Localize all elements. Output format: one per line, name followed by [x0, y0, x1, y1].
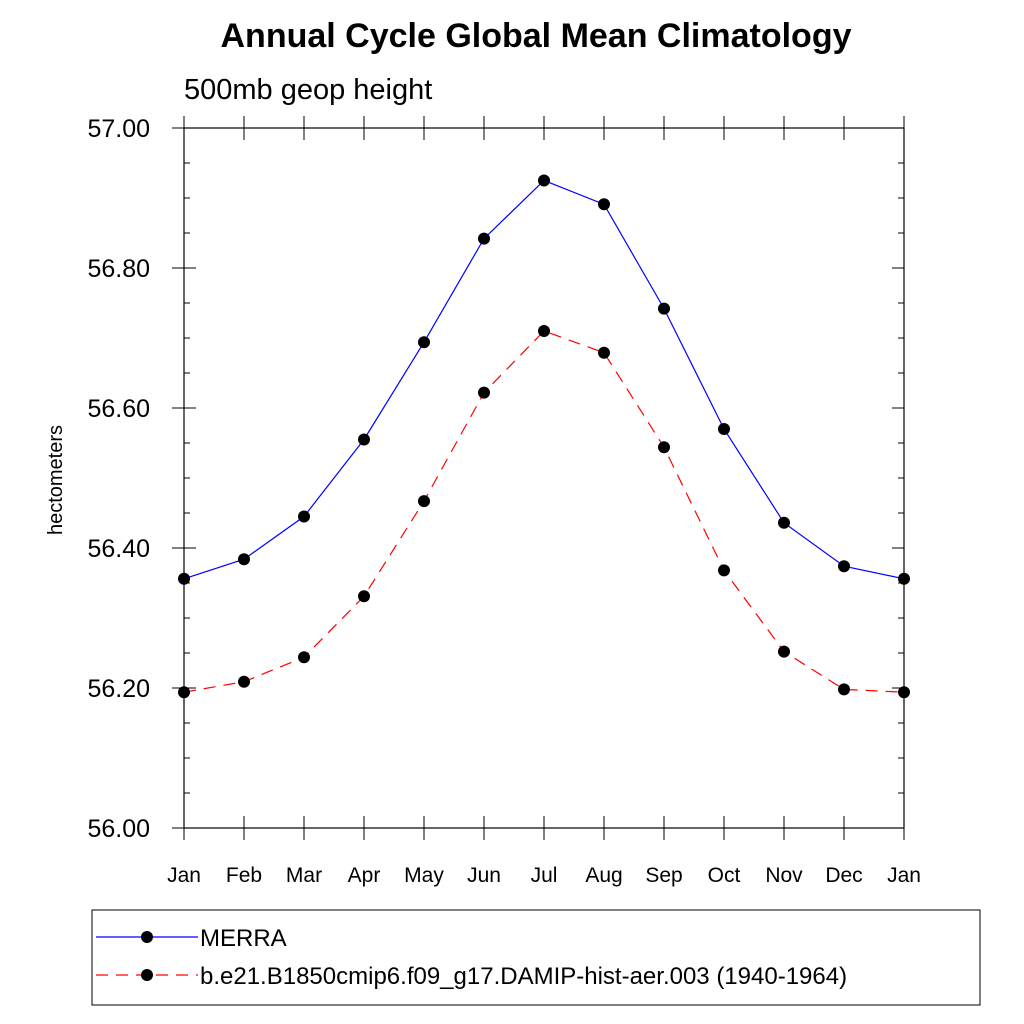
y-tick-labels: 56.00 56.20 56.40 56.60 56.80 57.00	[87, 115, 150, 843]
data-point-series-0	[178, 572, 190, 585]
data-point-series-1	[598, 346, 610, 359]
x-tick-label: Jan	[887, 864, 921, 887]
chart-subtitle: 500mb geop height	[184, 74, 432, 106]
data-point-series-1	[358, 590, 370, 603]
legend-item-merra: MERRA	[96, 925, 287, 952]
plot-frame	[183, 127, 905, 829]
y-tick-label: 57.00	[87, 115, 150, 143]
chart-title: Annual Cycle Global Mean Climatology	[221, 17, 852, 55]
y-tick-label: 56.80	[87, 255, 150, 283]
x-tick-label: Mar	[286, 864, 322, 887]
data-point-series-0	[478, 232, 490, 245]
x-tick-label: May	[404, 864, 444, 887]
data-point-series-0	[238, 553, 250, 566]
data-point-series-0	[898, 572, 910, 585]
series-line-1	[183, 330, 905, 693]
x-tick-label: Jul	[531, 864, 558, 887]
series-group	[178, 174, 910, 699]
x-tick-label: Apr	[348, 864, 381, 887]
y-tick-label: 56.20	[87, 675, 150, 703]
x-tick-label: Aug	[585, 864, 622, 887]
data-point-series-0	[838, 560, 850, 573]
data-point-series-1	[478, 386, 490, 399]
legend-marker-merra	[141, 931, 153, 943]
data-point-series-1	[238, 675, 250, 688]
data-point-series-0	[538, 174, 550, 187]
y-axis-label: hectometers	[45, 425, 67, 535]
series-line-0	[183, 179, 905, 580]
data-point-series-0	[418, 336, 430, 349]
x-tick-label: Oct	[708, 864, 741, 887]
y-tick-label: 56.40	[87, 535, 150, 563]
legend-marker-damip	[141, 969, 153, 981]
legend-label-damip: b.e21.B1850cmip6.f09_g17.DAMIP-hist-aer.…	[200, 963, 847, 990]
x-tick-label: Jun	[467, 864, 501, 887]
y-tick-label: 56.00	[87, 815, 150, 843]
data-point-series-1	[718, 564, 730, 577]
x-tick-label: Nov	[765, 864, 803, 887]
data-point-series-1	[298, 651, 310, 664]
data-point-series-0	[358, 433, 370, 446]
data-point-series-0	[298, 510, 310, 523]
data-point-series-1	[778, 645, 790, 658]
axis-ticks	[172, 116, 905, 840]
data-point-series-1	[418, 495, 430, 508]
x-tick-labels: Jan Feb Mar Apr May Jun Jul Aug Sep Oct Nov Dec Jan	[167, 864, 921, 887]
data-point-series-1	[178, 686, 190, 699]
x-tick-label: Sep	[645, 864, 682, 887]
x-tick-label: Feb	[226, 864, 262, 887]
x-tick-label: Dec	[825, 864, 862, 887]
data-point-series-1	[838, 683, 850, 696]
legend-box	[91, 909, 981, 1006]
data-point-series-0	[778, 516, 790, 529]
legend-label-merra: MERRA	[200, 925, 287, 952]
data-point-series-1	[538, 325, 550, 337]
data-point-series-0	[598, 198, 610, 211]
x-tick-label: Jan	[167, 864, 201, 887]
data-point-series-1	[658, 441, 670, 454]
legend-item-damip: b.e21.B1850cmip6.f09_g17.DAMIP-hist-aer.…	[96, 963, 847, 990]
y-tick-label: 56.60	[87, 395, 150, 423]
data-point-series-0	[658, 302, 670, 315]
data-point-series-0	[718, 423, 730, 435]
data-point-series-1	[898, 686, 910, 699]
